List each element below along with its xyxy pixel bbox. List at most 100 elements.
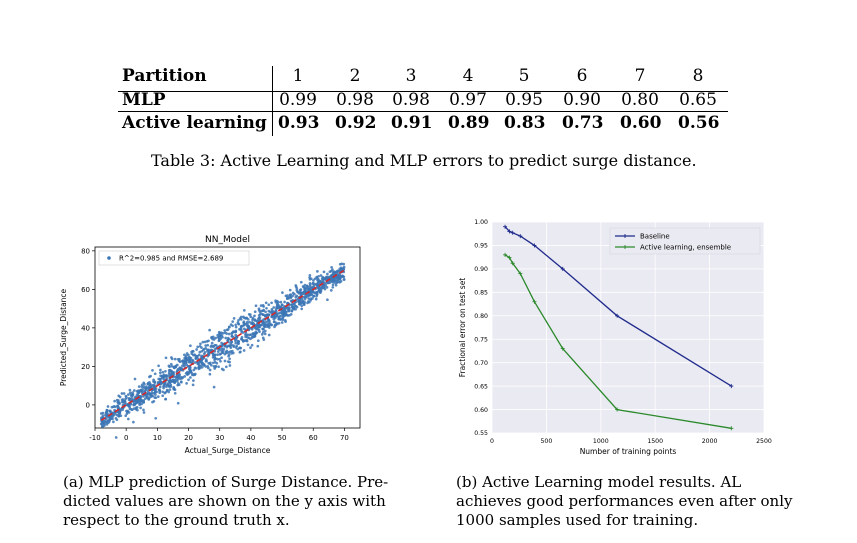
scatter-point	[192, 368, 196, 372]
scatter-point	[143, 382, 146, 386]
scatter-point	[246, 318, 250, 321]
scatter-point	[120, 400, 124, 404]
scatter-point	[158, 389, 162, 393]
scatter-point	[105, 409, 109, 412]
scatter-point	[314, 297, 318, 301]
table-cell: 0.60	[620, 113, 662, 133]
scatter-point	[261, 330, 265, 334]
scatter-point	[226, 344, 230, 348]
scatter-point	[193, 361, 197, 364]
scatter-point	[277, 317, 281, 321]
scatter-point	[117, 412, 121, 416]
scatter-point	[288, 288, 292, 292]
y-tick-label: 0.65	[474, 383, 488, 390]
scatter-point	[238, 346, 242, 350]
scatter-point	[209, 361, 212, 365]
scatter-point	[236, 340, 240, 344]
scatter-point	[208, 372, 212, 376]
scatter-point	[148, 383, 152, 387]
scatter-point	[264, 323, 268, 326]
scatter-point	[218, 338, 221, 342]
scatter-point	[187, 368, 191, 371]
scatter-point	[164, 356, 168, 360]
scatter-point	[154, 393, 157, 396]
scatter-point	[133, 377, 137, 381]
scatter-point	[253, 310, 257, 314]
scatter-point	[302, 301, 305, 305]
scatter-point	[100, 423, 104, 427]
scatter-point	[216, 353, 220, 356]
scatter-point	[255, 327, 258, 331]
scatter-point	[236, 347, 240, 351]
scatter-point	[169, 385, 173, 388]
scatter-point	[162, 385, 165, 388]
scatter-point	[272, 306, 276, 309]
scatter-point	[287, 309, 291, 313]
series-point	[560, 266, 565, 271]
scatter-point	[130, 408, 134, 412]
scatter-point	[139, 406, 142, 410]
scatter-point	[135, 406, 139, 409]
x-tick-label: 20	[184, 434, 193, 442]
scatter-point	[191, 383, 195, 387]
scatter-point	[264, 310, 267, 314]
scatter-point	[128, 391, 132, 395]
scatter-point	[202, 347, 206, 351]
scatter-point	[153, 372, 157, 376]
scatter-point	[138, 389, 141, 392]
scatter-point	[117, 414, 121, 418]
scatter-point	[170, 357, 174, 361]
scatter-point	[243, 339, 247, 342]
scatter-point	[193, 366, 197, 370]
scatter-point	[208, 368, 212, 372]
scatter-point	[338, 267, 342, 271]
scatter-point	[331, 285, 335, 289]
scatter-point	[280, 321, 284, 324]
scatter-point	[267, 333, 271, 337]
scatter-point	[289, 299, 293, 303]
scatter-point	[219, 359, 222, 363]
scatter-point	[225, 351, 229, 355]
scatter-point	[132, 403, 136, 407]
scatter-point	[206, 366, 210, 370]
scatter-point	[248, 313, 252, 316]
scatter-point	[242, 315, 245, 319]
legend-label: Baseline	[640, 233, 670, 241]
scatter-point	[257, 316, 261, 320]
scatter-point	[274, 299, 277, 303]
scatter-point	[242, 309, 246, 312]
scatter-point	[250, 343, 254, 347]
scatter-point	[112, 420, 115, 424]
x-axis-label: Number of training points	[580, 447, 677, 456]
scatter-point	[316, 284, 319, 287]
scatter-point	[267, 322, 270, 325]
scatter-point	[152, 378, 155, 382]
scatter-point	[167, 372, 171, 376]
table-cell: 0.95	[505, 90, 543, 110]
scatter-point	[237, 318, 240, 322]
scatter-point	[272, 320, 276, 324]
scatter-point	[267, 324, 270, 327]
scatter-point	[259, 304, 263, 307]
series-point	[510, 230, 515, 235]
scatter-point	[284, 320, 287, 323]
scatter-point	[228, 360, 231, 364]
scatter-point	[263, 329, 267, 333]
scatter-point	[124, 414, 128, 418]
scatter-point	[242, 349, 246, 352]
scatter-point	[255, 319, 259, 323]
scatter-point	[118, 395, 122, 399]
scatter-point	[286, 314, 290, 317]
line-chart: 0.55 0.60 0.65 0.70 0.75 0.80 0.85 0.90 0.95 1.00…	[458, 219, 772, 456]
scatter-point	[130, 397, 134, 400]
scatter-point	[191, 349, 195, 353]
scatter-point	[177, 375, 181, 379]
scatter-point	[225, 349, 229, 353]
scatter-point	[202, 362, 205, 366]
scatter-point	[211, 352, 215, 355]
scatter-point	[180, 368, 183, 372]
scatter-point	[178, 366, 182, 370]
scatter-point	[184, 354, 188, 358]
scatter-point	[224, 336, 228, 340]
scatter-point	[123, 401, 127, 404]
